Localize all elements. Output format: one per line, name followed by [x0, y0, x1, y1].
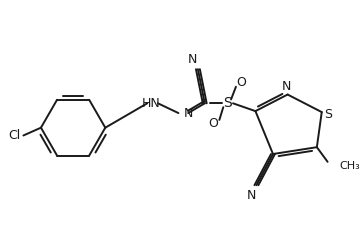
Text: CH₃: CH₃ — [339, 161, 360, 171]
Text: N: N — [282, 80, 291, 93]
Text: Cl: Cl — [8, 129, 21, 142]
Text: S: S — [325, 108, 333, 121]
Text: N: N — [188, 53, 197, 66]
Text: N: N — [183, 106, 193, 120]
Text: N: N — [247, 189, 256, 202]
Text: O: O — [236, 76, 246, 89]
Text: O: O — [209, 117, 218, 130]
Text: S: S — [223, 96, 232, 110]
Text: HN: HN — [142, 97, 160, 110]
